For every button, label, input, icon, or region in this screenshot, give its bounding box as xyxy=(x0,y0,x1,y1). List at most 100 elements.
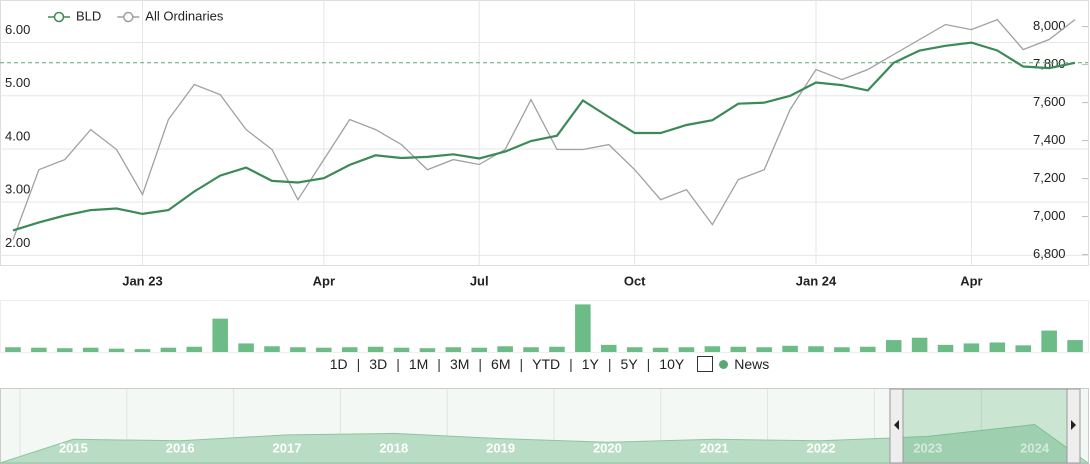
volume-bar xyxy=(31,347,47,352)
volume-bar xyxy=(1015,345,1032,352)
volume-bar xyxy=(1067,340,1083,352)
volume-bar xyxy=(445,347,462,352)
range-selector: 1D | 3D | 1M | 3M | 6M | YTD | 1Y | 5Y | 10Y News xyxy=(0,354,1090,374)
volume-bar xyxy=(549,346,565,352)
volume-bar xyxy=(600,344,617,352)
volume-bar xyxy=(652,347,669,352)
volume-bar xyxy=(626,347,643,352)
x-tick-label: Jan 23 xyxy=(122,273,162,288)
separator: | xyxy=(437,356,441,372)
volume-bar xyxy=(134,349,151,352)
volume-bar xyxy=(238,343,254,352)
x-tick-label: Oct xyxy=(624,273,646,288)
volume-bar xyxy=(419,348,436,352)
volume-bar xyxy=(860,346,876,352)
navigator-label: 2021 xyxy=(700,440,729,455)
volume-bar xyxy=(56,348,73,352)
range-button[interactable]: 5Y xyxy=(620,356,638,372)
legend-label: All Ordinaries xyxy=(145,8,224,23)
navigator-label: 2016 xyxy=(166,440,195,455)
news-checkbox[interactable] xyxy=(697,356,714,372)
volume-bar xyxy=(575,304,591,352)
navigator-label: 2024 xyxy=(1020,440,1050,455)
navigator-label: 2018 xyxy=(379,440,408,455)
volume-bar xyxy=(497,346,513,352)
range-button[interactable]: 6M xyxy=(491,356,511,372)
volume-bar xyxy=(523,347,539,352)
y2-tick-label: 7,200 xyxy=(1033,170,1066,185)
separator: | xyxy=(356,356,361,372)
volume-bar xyxy=(290,347,306,352)
x-tick-label: Jul xyxy=(470,273,489,288)
separator: | xyxy=(519,356,524,372)
plot-frame xyxy=(0,0,1089,266)
volume-bar xyxy=(937,344,954,352)
volume-bar xyxy=(471,347,488,352)
navigator-label: 2022 xyxy=(807,440,836,455)
volume-bar xyxy=(108,348,125,352)
navigator-label: 2019 xyxy=(486,440,515,455)
news-dot xyxy=(719,359,729,369)
range-button[interactable]: YTD xyxy=(532,356,561,372)
x-tick-label: Apr xyxy=(960,273,982,288)
y2-tick-label: 7,000 xyxy=(1033,208,1066,223)
volume-bar xyxy=(885,340,902,352)
navigator-label: 2015 xyxy=(59,440,88,455)
navigator-label: 2020 xyxy=(593,440,622,455)
y-tick-label: 6.00 xyxy=(5,22,30,37)
range-button[interactable]: 1D xyxy=(329,356,348,372)
volume-bar xyxy=(5,347,21,352)
volume-bar xyxy=(730,346,747,352)
volume-bar xyxy=(756,347,772,352)
range-button[interactable]: 3D xyxy=(369,356,388,372)
navigator-window xyxy=(902,388,1068,464)
y-tick-label: 3.00 xyxy=(5,182,30,197)
y2-tick-label: 7,600 xyxy=(1033,94,1066,109)
volume-frame xyxy=(0,300,1089,353)
volume-bar xyxy=(963,343,980,352)
volume-bar xyxy=(264,346,280,352)
volume-bar xyxy=(704,346,721,352)
volume-bar xyxy=(1041,330,1057,352)
volume-bar xyxy=(316,347,332,352)
separator: | xyxy=(478,356,483,372)
x-tick-label: Jan 24 xyxy=(796,273,837,288)
y-tick-label: 4.00 xyxy=(5,128,30,143)
volume-bar xyxy=(989,342,1006,352)
news-label[interactable]: News xyxy=(734,356,770,372)
y2-tick-label: 7,400 xyxy=(1033,132,1066,147)
range-button[interactable]: 10Y xyxy=(659,356,685,372)
legend-marker xyxy=(53,11,65,23)
range-button[interactable]: 3M xyxy=(449,356,470,372)
volume-bar xyxy=(393,347,410,352)
separator: | xyxy=(396,356,400,372)
series-line xyxy=(12,41,1076,232)
separator: | xyxy=(646,356,651,372)
series-line xyxy=(12,18,1076,240)
navigator-label: 2023 xyxy=(913,440,942,455)
y-tick-label: 2.00 xyxy=(5,235,30,250)
volume-bar xyxy=(678,347,695,352)
volume-bar xyxy=(808,346,824,352)
volume-bar xyxy=(186,346,203,352)
handle-arrow xyxy=(894,420,899,430)
volume-bar xyxy=(212,318,228,352)
handle-arrow xyxy=(1071,420,1076,430)
range-button[interactable]: 1Y xyxy=(581,356,599,372)
legend-label: BLD xyxy=(76,8,101,23)
x-tick-label: Apr xyxy=(313,273,335,288)
volume-bar xyxy=(82,347,99,352)
navigator-area xyxy=(0,423,1090,464)
navigator-label: 2017 xyxy=(273,440,302,455)
volume-bar xyxy=(911,337,928,352)
y2-tick-label: 8,000 xyxy=(1033,18,1066,33)
separator: | xyxy=(569,356,573,372)
volume-bar xyxy=(160,347,177,352)
y-tick-label: 5.00 xyxy=(5,75,30,90)
volume-bar xyxy=(834,347,850,352)
range-button[interactable]: 1M xyxy=(408,356,429,372)
volume-bar xyxy=(341,347,358,352)
legend-marker xyxy=(123,11,134,23)
